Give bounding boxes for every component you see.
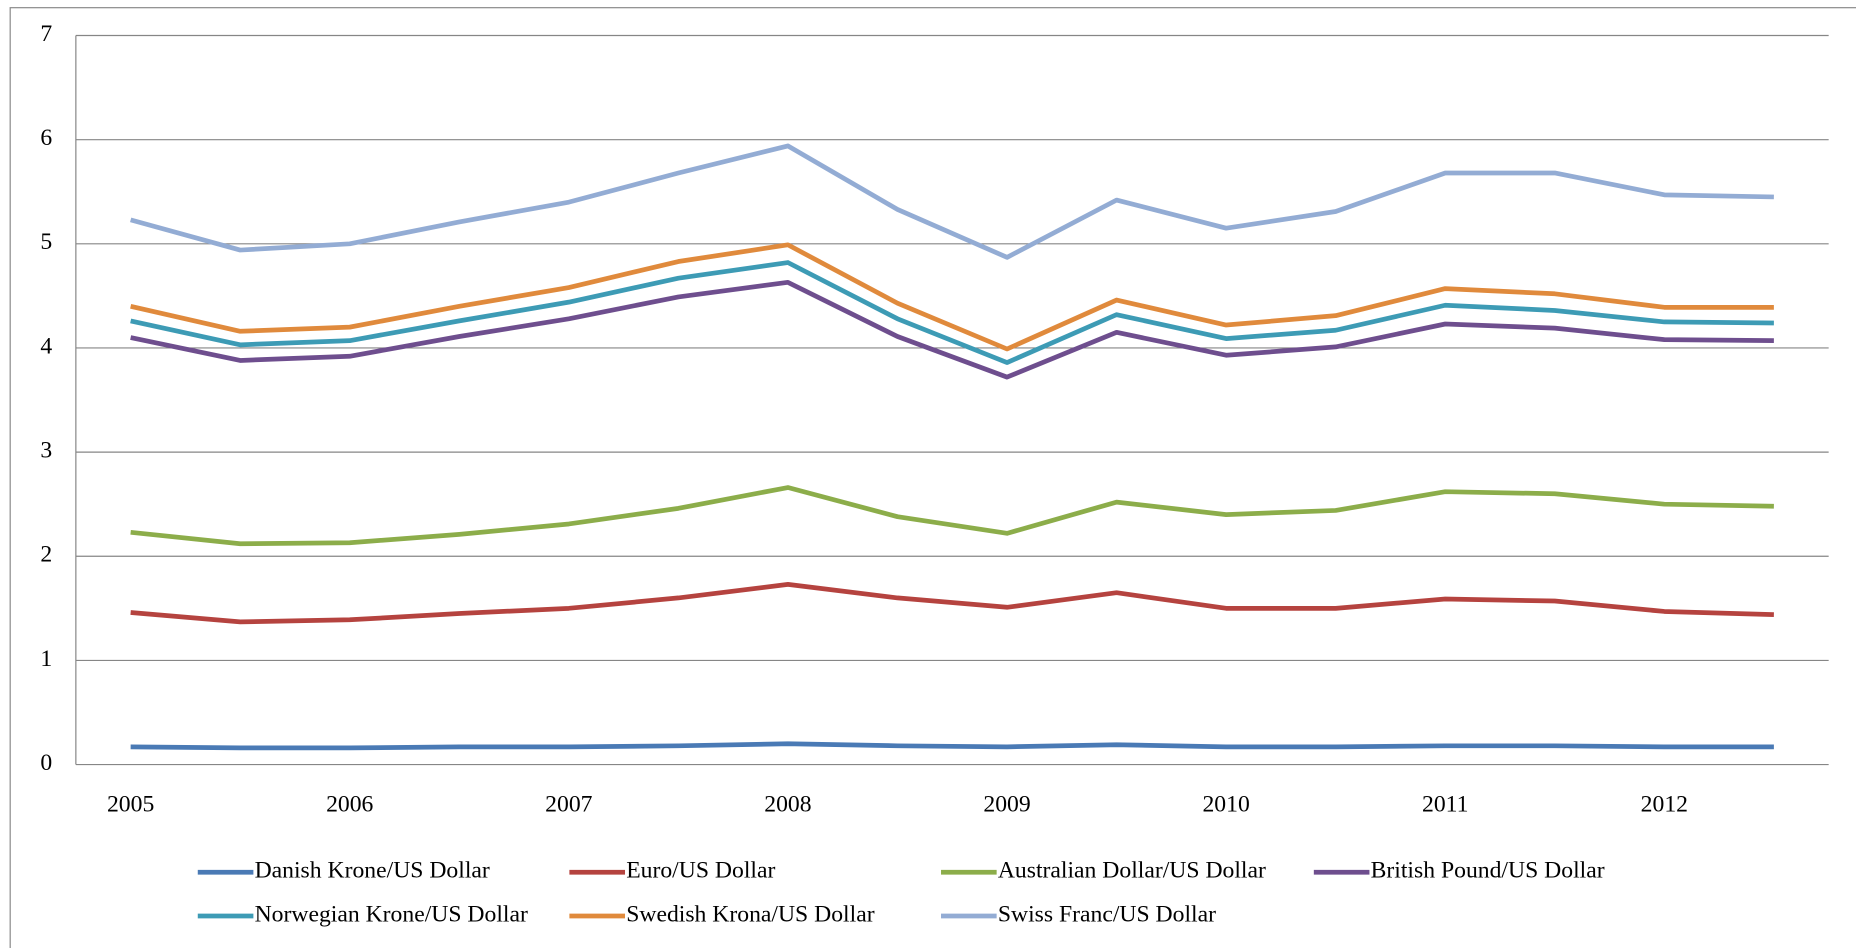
series-line (130, 279, 1774, 380)
y-tick-label: 3 (40, 438, 52, 464)
legend-label: British Pound/US Dollar (1371, 858, 1605, 884)
x-tick-label: 2011 (1422, 791, 1468, 817)
y-tick-label: 5 (40, 229, 52, 255)
y-tick-label: 2 (40, 542, 52, 568)
x-tick-label: 2009 (983, 791, 1030, 817)
x-tick-label: 2005 (107, 791, 154, 817)
legend-label: Swiss Franc/US Dollar (998, 901, 1216, 927)
y-tick-label: 7 (40, 21, 52, 47)
x-tick-label: 2010 (1202, 791, 1249, 817)
legend-label: Danish Krone/US Dollar (255, 858, 490, 884)
x-tick-label: 2008 (764, 791, 811, 817)
series-line (130, 582, 1774, 625)
y-tick-label: 0 (40, 750, 52, 776)
x-tick-label: 2006 (326, 791, 373, 817)
chart-frame (9, 7, 1856, 948)
series-line (130, 741, 1774, 751)
legend-label: Euro/US Dollar (626, 858, 775, 884)
series-line (130, 260, 1774, 365)
series-line (130, 143, 1774, 260)
legend-label: Australian Dollar/US Dollar (998, 858, 1266, 884)
legend-label: Norwegian Krone/US Dollar (255, 901, 528, 927)
x-tick-label: 2007 (545, 791, 592, 817)
y-tick-label: 1 (40, 646, 52, 672)
legend-label: Swedish Krona/US Dollar (626, 901, 874, 927)
y-tick-label: 6 (40, 125, 52, 151)
y-tick-label: 4 (40, 333, 52, 359)
series-line (130, 242, 1774, 352)
x-tick-label: 2012 (1641, 791, 1688, 817)
series-line (130, 485, 1774, 547)
